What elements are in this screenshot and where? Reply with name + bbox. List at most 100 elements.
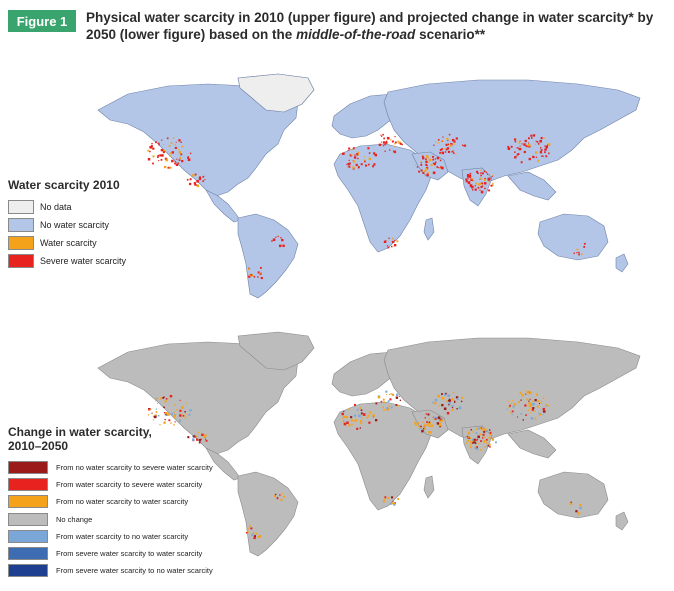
scarcity-speckle — [391, 245, 393, 248]
scarcity-speckle — [174, 161, 176, 163]
scarcity-speckle — [396, 393, 399, 396]
scarcity-speckle — [399, 142, 402, 145]
scarcity-speckle — [348, 147, 351, 150]
world-land-2010 — [97, 73, 641, 299]
scarcity-speckle — [428, 158, 432, 162]
scarcity-speckle — [357, 157, 359, 160]
figure-title-suffix: scenario** — [415, 27, 486, 42]
scarcity-speckle — [360, 163, 363, 166]
scarcity-speckle — [520, 399, 522, 401]
scarcity-speckle — [343, 411, 345, 413]
scarcity-speckle — [384, 150, 386, 152]
scarcity-speckle — [167, 413, 170, 416]
scarcity-speckle — [414, 423, 418, 426]
scarcity-speckle — [170, 152, 172, 154]
scarcity-speckle — [529, 391, 532, 394]
scarcity-speckle — [155, 400, 157, 402]
scarcity-speckle — [175, 141, 177, 143]
scarcity-speckle — [246, 531, 249, 534]
scarcity-speckle — [514, 151, 516, 153]
scarcity-speckle — [174, 404, 176, 406]
scarcity-speckle — [425, 158, 427, 160]
legend-label: From no water scarcity to severe water s… — [56, 463, 213, 473]
scarcity-dots-2010 — [147, 133, 586, 280]
scarcity-speckle — [439, 148, 442, 151]
scarcity-speckle — [160, 148, 164, 152]
scarcity-speckle — [491, 438, 494, 441]
scarcity-speckle — [511, 410, 514, 413]
legend-item-no-change: No change — [8, 511, 213, 528]
scarcity-speckle — [171, 413, 174, 415]
scarcity-speckle — [167, 166, 170, 169]
scarcity-speckle — [382, 500, 385, 503]
scarcity-speckle — [361, 414, 363, 416]
scarcity-speckle — [281, 238, 284, 242]
scarcity-speckle — [547, 143, 551, 146]
scarcity-speckle — [576, 248, 579, 251]
scarcity-speckle — [196, 184, 200, 188]
scarcity-speckle — [277, 235, 279, 237]
scarcity-speckle — [386, 140, 388, 142]
scarcity-speckle — [484, 440, 487, 443]
scarcity-speckle — [540, 402, 542, 404]
scarcity-speckle — [252, 532, 255, 535]
scarcity-speckle — [467, 178, 469, 180]
scarcity-speckle — [386, 136, 390, 140]
scarcity-speckle — [259, 272, 261, 274]
scarcity-speckle — [446, 138, 449, 140]
scarcity-speckle — [250, 274, 253, 276]
scarcity-speckle — [275, 236, 277, 238]
scarcity-speckle — [196, 180, 199, 183]
scarcity-speckle — [437, 142, 440, 144]
scarcity-speckle — [437, 416, 441, 419]
scarcity-speckle — [529, 412, 531, 414]
scarcity-speckle — [540, 147, 542, 149]
scarcity-speckle — [161, 139, 163, 141]
scarcity-speckle — [480, 186, 483, 188]
scarcity-speckle — [490, 184, 493, 187]
scarcity-speckle — [434, 158, 436, 160]
scarcity-speckle — [543, 137, 545, 139]
scarcity-speckle — [471, 186, 473, 189]
scarcity-speckle — [526, 398, 529, 401]
scarcity-speckle — [453, 140, 456, 143]
scarcity-speckle — [545, 148, 548, 150]
scarcity-speckle — [155, 411, 158, 413]
scarcity-speckle — [469, 437, 472, 440]
scarcity-speckle — [393, 244, 397, 247]
scarcity-speckle — [274, 493, 277, 496]
scarcity-speckle — [187, 436, 190, 439]
scarcity-speckle — [521, 394, 524, 397]
scarcity-speckle — [486, 173, 489, 175]
scarcity-speckle — [397, 140, 400, 143]
scarcity-speckle — [484, 182, 487, 185]
scarcity-speckle — [382, 401, 385, 404]
scarcity-speckle — [179, 399, 181, 401]
scarcity-speckle — [456, 408, 458, 410]
scarcity-speckle — [483, 440, 485, 442]
scarcity-speckle — [176, 409, 178, 411]
scarcity-speckle — [167, 398, 169, 400]
scarcity-speckle — [393, 503, 396, 506]
scarcity-speckle — [530, 417, 534, 420]
scarcity-speckle — [354, 419, 357, 422]
scarcity-speckle — [248, 268, 250, 271]
scarcity-speckle — [534, 143, 536, 145]
scarcity-speckle — [163, 144, 164, 146]
continent-india — [461, 167, 493, 207]
scarcity-speckle — [443, 393, 447, 396]
scarcity-speckle — [465, 442, 468, 444]
scarcity-speckle — [514, 138, 517, 141]
scarcity-speckle — [347, 150, 349, 151]
scarcity-speckle — [282, 244, 285, 247]
scarcity-speckle — [421, 430, 424, 433]
scarcity-speckle — [522, 419, 524, 421]
scarcity-speckle — [184, 411, 186, 413]
scarcity-speckle — [156, 402, 158, 404]
continent-south-america — [237, 213, 299, 299]
scarcity-speckle — [435, 141, 437, 143]
scarcity-speckle — [531, 408, 534, 411]
scarcity-speckle — [482, 172, 484, 175]
scarcity-speckle — [253, 536, 256, 540]
legend-swatch — [8, 529, 48, 543]
